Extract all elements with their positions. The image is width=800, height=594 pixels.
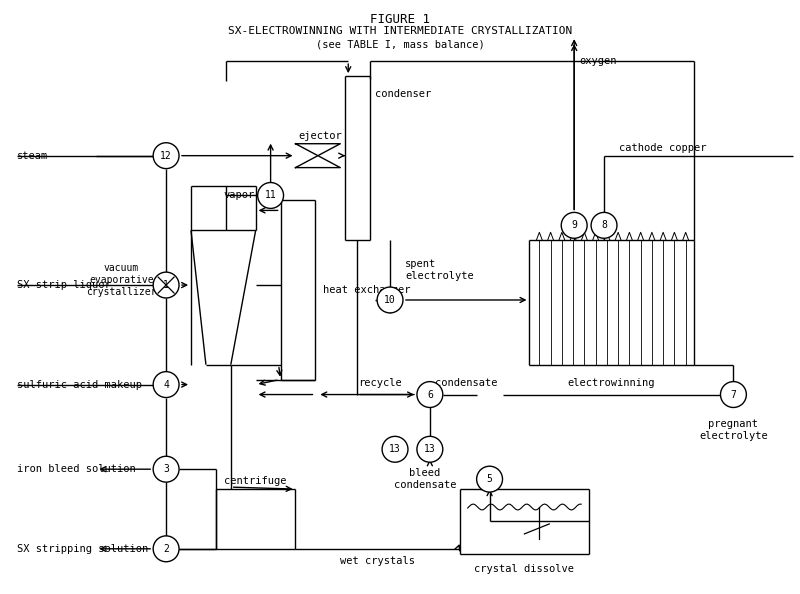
Text: 5: 5 (486, 474, 493, 484)
Circle shape (417, 381, 442, 407)
Text: 7: 7 (730, 390, 736, 400)
Text: bleed
condensate: bleed condensate (394, 468, 456, 490)
Circle shape (258, 182, 283, 208)
Text: 10: 10 (384, 295, 396, 305)
Text: steam: steam (17, 151, 48, 160)
Circle shape (377, 287, 403, 313)
Text: 11: 11 (265, 191, 277, 201)
Text: sulfuric acid makeup: sulfuric acid makeup (17, 380, 142, 390)
Text: 4: 4 (163, 380, 169, 390)
Circle shape (153, 272, 179, 298)
Text: iron bleed solution: iron bleed solution (17, 464, 135, 474)
Text: 13: 13 (389, 444, 401, 454)
Text: 1: 1 (163, 280, 169, 290)
Text: (see TABLE I, mass balance): (see TABLE I, mass balance) (316, 39, 484, 49)
Circle shape (153, 372, 179, 397)
Circle shape (153, 456, 179, 482)
Text: oxygen: oxygen (579, 56, 617, 66)
Circle shape (721, 381, 746, 407)
Circle shape (153, 536, 179, 562)
Circle shape (562, 213, 587, 238)
Circle shape (417, 437, 442, 462)
Text: centrifuge: centrifuge (225, 476, 287, 486)
Circle shape (382, 437, 408, 462)
Text: condensate: condensate (435, 378, 498, 388)
Text: pregnant
electrolyte: pregnant electrolyte (699, 419, 768, 441)
Text: crystal dissolve: crystal dissolve (474, 564, 574, 574)
Text: condenser: condenser (375, 89, 431, 99)
Text: recycle: recycle (358, 378, 402, 388)
Text: SX stripping solution: SX stripping solution (17, 544, 148, 554)
Text: ejector: ejector (298, 131, 342, 141)
Circle shape (591, 213, 617, 238)
Text: cathode copper: cathode copper (619, 143, 706, 153)
Text: heat exchanger: heat exchanger (323, 285, 411, 295)
Text: vapor: vapor (223, 191, 254, 201)
Text: 13: 13 (424, 444, 436, 454)
Text: 12: 12 (160, 151, 172, 160)
Circle shape (153, 143, 179, 169)
Text: electrowinning: electrowinning (567, 378, 654, 388)
Text: FIGURE 1: FIGURE 1 (370, 13, 430, 26)
Text: SX-ELECTROWINNING WITH INTERMEDIATE CRYSTALLIZATION: SX-ELECTROWINNING WITH INTERMEDIATE CRYS… (228, 26, 572, 36)
Text: 3: 3 (163, 464, 169, 474)
Circle shape (477, 466, 502, 492)
Text: vacuum
evaporative
crystallizer: vacuum evaporative crystallizer (86, 264, 157, 296)
Text: 9: 9 (571, 220, 577, 230)
Text: 2: 2 (163, 544, 169, 554)
Text: spent
electrolyte: spent electrolyte (405, 260, 474, 281)
Text: wet crystals: wet crystals (340, 556, 414, 565)
Text: SX strip liquor: SX strip liquor (17, 280, 110, 290)
Text: 8: 8 (601, 220, 607, 230)
Text: 6: 6 (427, 390, 433, 400)
